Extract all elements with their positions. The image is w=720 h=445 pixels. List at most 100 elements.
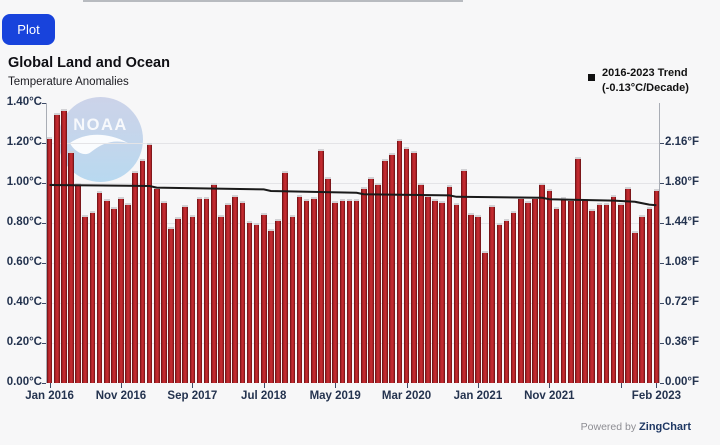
temperature-bar[interactable] [360, 187, 367, 383]
temperature-bar[interactable] [196, 197, 203, 383]
temperature-bar[interactable] [111, 207, 117, 383]
temperature-bar[interactable] [525, 201, 531, 383]
temperature-bar[interactable] [389, 153, 396, 383]
temperature-bar[interactable] [89, 211, 96, 383]
legend-line2: (-0.13°C/Decade) [602, 82, 689, 94]
temperature-bar[interactable] [61, 109, 67, 383]
x-axis-tick [477, 383, 479, 388]
temperature-bar[interactable] [453, 203, 460, 383]
temperature-bar[interactable] [211, 183, 217, 383]
temperature-bar[interactable] [125, 203, 131, 383]
noaa-logo-watermark: NOAA [58, 97, 143, 182]
temperature-bar[interactable] [275, 219, 281, 383]
temperature-bar[interactable] [310, 197, 317, 383]
temperature-bar[interactable] [239, 201, 246, 383]
y-axis-tick-left [42, 343, 46, 344]
plot-button[interactable]: Plot [2, 14, 55, 45]
temperature-bar[interactable] [260, 213, 267, 383]
temperature-bar[interactable] [161, 201, 167, 383]
temperature-bar[interactable] [589, 209, 596, 383]
temperature-bar[interactable] [439, 201, 446, 383]
y-axis-label-fahrenheit: 2.16°F [665, 136, 700, 148]
temperature-bar[interactable] [539, 183, 546, 383]
temperature-bar[interactable] [575, 157, 581, 383]
temperature-bar[interactable] [632, 231, 638, 383]
temperature-bar[interactable] [132, 171, 139, 383]
temperature-bar[interactable] [96, 191, 103, 383]
temperature-bar[interactable] [146, 143, 153, 383]
temperature-bar[interactable] [625, 187, 631, 383]
temperature-bar[interactable] [396, 139, 403, 383]
temperature-bar[interactable] [218, 215, 224, 383]
x-axis-tick [656, 383, 658, 388]
temperature-bar[interactable] [103, 199, 110, 383]
plot-area [46, 103, 660, 383]
temperature-bar[interactable] [289, 215, 296, 383]
temperature-bar[interactable] [303, 199, 310, 383]
temperature-bar[interactable] [46, 137, 53, 383]
temperature-bar[interactable] [346, 199, 353, 383]
temperature-bar[interactable] [560, 197, 567, 383]
temperature-bar[interactable] [168, 227, 174, 383]
temperature-bar[interactable] [468, 213, 474, 383]
y-axis-label-celsius: 0.60°C [6, 256, 42, 268]
y-axis-label-celsius: 0.00°C [6, 376, 42, 388]
temperature-bar[interactable] [432, 199, 438, 383]
temperature-bar[interactable] [596, 203, 603, 383]
temperature-bar[interactable] [482, 251, 488, 383]
temperature-bar[interactable] [75, 183, 81, 383]
chart-subtitle: Temperature Anomalies [8, 76, 129, 88]
temperature-bar[interactable] [225, 203, 231, 383]
y-axis-tick-right [660, 143, 664, 144]
temperature-bar[interactable] [82, 215, 89, 383]
temperature-bar[interactable] [139, 159, 146, 383]
temperature-bar[interactable] [296, 195, 303, 383]
temperature-bar[interactable] [553, 207, 560, 383]
temperature-bar[interactable] [282, 171, 289, 383]
temperature-bar[interactable] [182, 205, 189, 383]
temperature-bar[interactable] [68, 151, 74, 383]
y-axis-tick-left [42, 383, 46, 384]
temperature-bar[interactable] [339, 199, 346, 383]
temperature-bar[interactable] [446, 185, 453, 383]
temperature-bar[interactable] [246, 221, 253, 383]
gridline [47, 223, 659, 224]
temperature-bar[interactable] [318, 149, 324, 383]
temperature-bar[interactable] [353, 199, 360, 383]
temperature-bar[interactable] [232, 195, 239, 383]
y-axis-tick-right [660, 383, 664, 384]
temperature-bar[interactable] [489, 205, 496, 383]
temperature-bar[interactable] [118, 197, 124, 383]
temperature-bar[interactable] [503, 219, 510, 383]
temperature-bar[interactable] [268, 229, 274, 383]
temperature-bar[interactable] [646, 207, 653, 383]
temperature-bar[interactable] [175, 217, 181, 383]
temperature-bar[interactable] [510, 211, 517, 383]
temperature-bar[interactable] [410, 151, 417, 383]
temperature-bar[interactable] [53, 113, 60, 383]
temperature-bar[interactable] [253, 223, 260, 383]
temperature-bar[interactable] [496, 223, 503, 383]
gridline [47, 343, 659, 344]
temperature-bar[interactable] [189, 215, 196, 383]
temperature-bar[interactable] [382, 159, 388, 383]
temperature-bar[interactable] [653, 189, 660, 383]
powered-by[interactable]: Powered by ZingChart [581, 421, 691, 433]
temperature-bar[interactable] [418, 183, 424, 383]
temperature-bar[interactable] [603, 203, 610, 383]
temperature-bar[interactable] [460, 169, 467, 383]
temperature-bar[interactable] [203, 197, 210, 383]
temperature-bar[interactable] [546, 189, 553, 383]
temperature-bar[interactable] [617, 203, 624, 383]
temperature-bar[interactable] [368, 177, 374, 383]
temperature-bar[interactable] [475, 215, 481, 383]
temperature-bar[interactable] [639, 215, 645, 383]
temperature-bar[interactable] [332, 201, 338, 383]
legend[interactable]: 2016-2023 Trend (-0.13°C/Decade) [588, 66, 689, 96]
temperature-bar[interactable] [403, 147, 410, 383]
temperature-bar[interactable] [375, 183, 381, 383]
temperature-bar[interactable] [325, 177, 331, 383]
y-axis-tick-right [660, 223, 664, 224]
x-axis-label: Jan 2021 [453, 390, 503, 402]
temperature-bar[interactable] [610, 195, 617, 383]
